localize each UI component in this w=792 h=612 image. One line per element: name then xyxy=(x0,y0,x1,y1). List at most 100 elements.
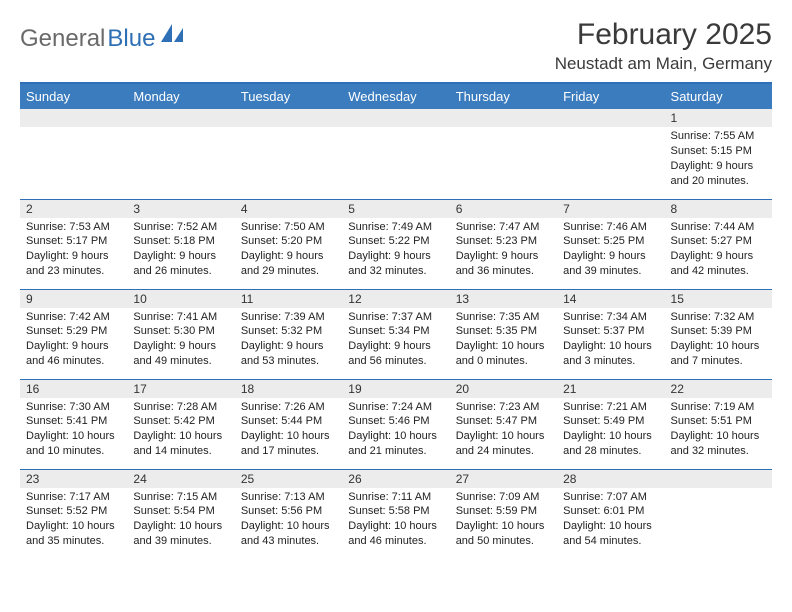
day-line: Sunrise: 7:19 AM xyxy=(671,400,766,415)
day-line: Daylight: 10 hours and 7 minutes. xyxy=(671,339,766,369)
col-friday: Friday xyxy=(557,83,664,109)
day-body: Sunrise: 7:50 AMSunset: 5:20 PMDaylight:… xyxy=(235,218,342,283)
day-number: 2 xyxy=(20,200,127,218)
logo: GeneralBlue xyxy=(20,24,185,53)
day-line: Sunset: 5:30 PM xyxy=(133,324,228,339)
day-number: 22 xyxy=(665,380,772,398)
day-number xyxy=(557,109,664,127)
day-line: Daylight: 9 hours and 56 minutes. xyxy=(348,339,443,369)
day-line: Daylight: 9 hours and 32 minutes. xyxy=(348,249,443,279)
day-body: Sunrise: 7:07 AMSunset: 6:01 PMDaylight:… xyxy=(557,488,664,553)
calendar-week: 16Sunrise: 7:30 AMSunset: 5:41 PMDayligh… xyxy=(20,379,772,469)
day-line: Sunset: 5:29 PM xyxy=(26,324,121,339)
day-body: Sunrise: 7:09 AMSunset: 5:59 PMDaylight:… xyxy=(450,488,557,553)
day-body: Sunrise: 7:15 AMSunset: 5:54 PMDaylight:… xyxy=(127,488,234,553)
day-number: 21 xyxy=(557,380,664,398)
logo-text-blue: Blue xyxy=(107,25,155,53)
day-body: Sunrise: 7:28 AMSunset: 5:42 PMDaylight:… xyxy=(127,398,234,463)
day-line: Sunset: 5:46 PM xyxy=(348,414,443,429)
day-body: Sunrise: 7:53 AMSunset: 5:17 PMDaylight:… xyxy=(20,218,127,283)
header: GeneralBlue February 2025 Neustadt am Ma… xyxy=(20,18,772,74)
day-line: Sunset: 5:47 PM xyxy=(456,414,551,429)
day-number xyxy=(20,109,127,127)
day-body: Sunrise: 7:24 AMSunset: 5:46 PMDaylight:… xyxy=(342,398,449,463)
day-line: Daylight: 10 hours and 43 minutes. xyxy=(241,519,336,549)
day-line: Daylight: 9 hours and 23 minutes. xyxy=(26,249,121,279)
day-line: Sunrise: 7:47 AM xyxy=(456,220,551,235)
calendar-table: Sunday Monday Tuesday Wednesday Thursday… xyxy=(20,82,772,559)
day-line: Daylight: 10 hours and 17 minutes. xyxy=(241,429,336,459)
calendar-cell: 15Sunrise: 7:32 AMSunset: 5:39 PMDayligh… xyxy=(665,289,772,379)
day-number: 3 xyxy=(127,200,234,218)
calendar-week: 2Sunrise: 7:53 AMSunset: 5:17 PMDaylight… xyxy=(20,199,772,289)
calendar-cell: 20Sunrise: 7:23 AMSunset: 5:47 PMDayligh… xyxy=(450,379,557,469)
calendar-cell xyxy=(20,109,127,199)
day-line: Sunrise: 7:35 AM xyxy=(456,310,551,325)
day-line: Sunset: 5:32 PM xyxy=(241,324,336,339)
calendar-week: 1Sunrise: 7:55 AMSunset: 5:15 PMDaylight… xyxy=(20,109,772,199)
day-line: Daylight: 10 hours and 46 minutes. xyxy=(348,519,443,549)
logo-text-grey: General xyxy=(20,25,105,53)
day-line: Sunrise: 7:50 AM xyxy=(241,220,336,235)
day-line: Sunrise: 7:07 AM xyxy=(563,490,658,505)
day-line: Sunrise: 7:39 AM xyxy=(241,310,336,325)
day-number: 20 xyxy=(450,380,557,398)
col-wednesday: Wednesday xyxy=(342,83,449,109)
day-line: Sunset: 5:52 PM xyxy=(26,504,121,519)
day-number: 4 xyxy=(235,200,342,218)
day-line: Sunset: 5:42 PM xyxy=(133,414,228,429)
page-title: February 2025 xyxy=(555,18,772,52)
day-line: Daylight: 9 hours and 42 minutes. xyxy=(671,249,766,279)
day-line: Sunset: 5:20 PM xyxy=(241,234,336,249)
calendar-cell: 19Sunrise: 7:24 AMSunset: 5:46 PMDayligh… xyxy=(342,379,449,469)
day-line: Daylight: 10 hours and 39 minutes. xyxy=(133,519,228,549)
day-header-row: Sunday Monday Tuesday Wednesday Thursday… xyxy=(20,83,772,109)
day-line: Sunrise: 7:17 AM xyxy=(26,490,121,505)
day-line: Sunset: 5:51 PM xyxy=(671,414,766,429)
day-line: Sunset: 5:58 PM xyxy=(348,504,443,519)
col-saturday: Saturday xyxy=(665,83,772,109)
location: Neustadt am Main, Germany xyxy=(555,54,772,74)
calendar-body: 1Sunrise: 7:55 AMSunset: 5:15 PMDaylight… xyxy=(20,109,772,559)
calendar-cell: 25Sunrise: 7:13 AMSunset: 5:56 PMDayligh… xyxy=(235,469,342,559)
day-line: Daylight: 10 hours and 3 minutes. xyxy=(563,339,658,369)
day-line: Sunset: 5:25 PM xyxy=(563,234,658,249)
day-number: 8 xyxy=(665,200,772,218)
day-body: Sunrise: 7:41 AMSunset: 5:30 PMDaylight:… xyxy=(127,308,234,373)
day-number: 5 xyxy=(342,200,449,218)
day-line: Sunrise: 7:49 AM xyxy=(348,220,443,235)
calendar-week: 23Sunrise: 7:17 AMSunset: 5:52 PMDayligh… xyxy=(20,469,772,559)
day-body: Sunrise: 7:44 AMSunset: 5:27 PMDaylight:… xyxy=(665,218,772,283)
day-number: 28 xyxy=(557,470,664,488)
calendar-cell xyxy=(557,109,664,199)
day-line: Sunset: 5:44 PM xyxy=(241,414,336,429)
day-number xyxy=(235,109,342,127)
day-line: Sunset: 5:59 PM xyxy=(456,504,551,519)
day-line: Daylight: 10 hours and 14 minutes. xyxy=(133,429,228,459)
day-line: Sunset: 5:18 PM xyxy=(133,234,228,249)
day-number: 14 xyxy=(557,290,664,308)
day-body: Sunrise: 7:37 AMSunset: 5:34 PMDaylight:… xyxy=(342,308,449,373)
day-number: 15 xyxy=(665,290,772,308)
day-line: Sunrise: 7:46 AM xyxy=(563,220,658,235)
day-line: Sunset: 5:35 PM xyxy=(456,324,551,339)
calendar-cell: 14Sunrise: 7:34 AMSunset: 5:37 PMDayligh… xyxy=(557,289,664,379)
day-line: Sunrise: 7:13 AM xyxy=(241,490,336,505)
calendar-cell: 4Sunrise: 7:50 AMSunset: 5:20 PMDaylight… xyxy=(235,199,342,289)
day-line: Sunrise: 7:52 AM xyxy=(133,220,228,235)
day-line: Sunrise: 7:34 AM xyxy=(563,310,658,325)
day-body: Sunrise: 7:23 AMSunset: 5:47 PMDaylight:… xyxy=(450,398,557,463)
calendar-cell xyxy=(665,469,772,559)
calendar-cell: 22Sunrise: 7:19 AMSunset: 5:51 PMDayligh… xyxy=(665,379,772,469)
calendar-week: 9Sunrise: 7:42 AMSunset: 5:29 PMDaylight… xyxy=(20,289,772,379)
day-line: Daylight: 10 hours and 0 minutes. xyxy=(456,339,551,369)
calendar-cell: 24Sunrise: 7:15 AMSunset: 5:54 PMDayligh… xyxy=(127,469,234,559)
day-line: Daylight: 9 hours and 26 minutes. xyxy=(133,249,228,279)
day-number xyxy=(665,470,772,488)
day-line: Sunset: 5:54 PM xyxy=(133,504,228,519)
day-body: Sunrise: 7:55 AMSunset: 5:15 PMDaylight:… xyxy=(665,127,772,192)
day-line: Daylight: 9 hours and 46 minutes. xyxy=(26,339,121,369)
day-number: 6 xyxy=(450,200,557,218)
calendar-cell: 9Sunrise: 7:42 AMSunset: 5:29 PMDaylight… xyxy=(20,289,127,379)
calendar-cell: 8Sunrise: 7:44 AMSunset: 5:27 PMDaylight… xyxy=(665,199,772,289)
